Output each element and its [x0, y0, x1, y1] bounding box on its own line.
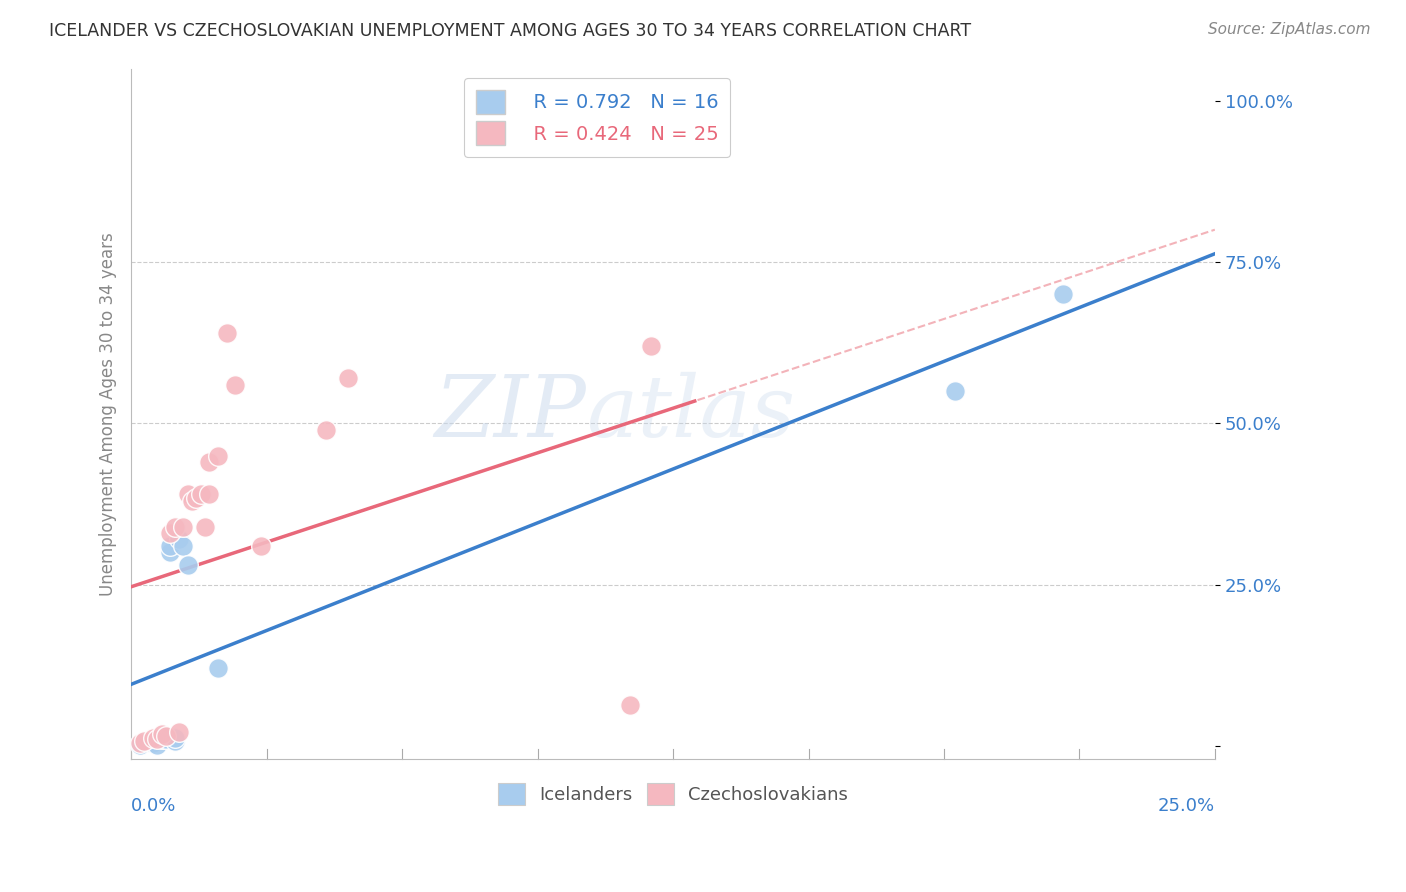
Point — [129, 736, 152, 750]
Text: Source: ZipAtlas.com: Source: ZipAtlas.com — [1208, 22, 1371, 37]
Text: 0.0%: 0.0% — [131, 797, 177, 814]
Point — [1052, 287, 1074, 301]
Point — [138, 735, 160, 749]
Point — [172, 519, 194, 533]
Point — [134, 733, 156, 747]
Point — [215, 326, 238, 340]
Point — [224, 377, 246, 392]
Point — [167, 724, 190, 739]
Point — [167, 533, 190, 547]
Point — [176, 558, 198, 573]
Point — [315, 423, 337, 437]
Point — [181, 493, 204, 508]
Point — [207, 661, 229, 675]
Point — [194, 519, 217, 533]
Point — [172, 539, 194, 553]
Point — [155, 732, 177, 747]
Point — [146, 732, 169, 747]
Point — [619, 698, 641, 713]
Point — [129, 738, 152, 752]
Text: ICELANDER VS CZECHOSLOVAKIAN UNEMPLOYMENT AMONG AGES 30 TO 34 YEARS CORRELATION : ICELANDER VS CZECHOSLOVAKIAN UNEMPLOYMEN… — [49, 22, 972, 40]
Text: 25.0%: 25.0% — [1157, 797, 1215, 814]
Point — [198, 455, 221, 469]
Point — [150, 732, 173, 747]
Point — [163, 519, 186, 533]
Point — [943, 384, 966, 398]
Legend: Icelanders, Czechoslovakians: Icelanders, Czechoslovakians — [491, 775, 856, 812]
Point — [198, 487, 221, 501]
Point — [159, 545, 181, 559]
Point — [150, 727, 173, 741]
Point — [176, 487, 198, 501]
Point — [190, 487, 212, 501]
Point — [142, 731, 165, 746]
Text: atlas: atlas — [586, 372, 796, 455]
Point — [142, 736, 165, 750]
Point — [640, 339, 662, 353]
Point — [159, 539, 181, 553]
Point — [163, 731, 186, 746]
Point — [186, 491, 208, 505]
Y-axis label: Unemployment Among Ages 30 to 34 years: Unemployment Among Ages 30 to 34 years — [100, 232, 117, 596]
Point — [146, 738, 169, 752]
Text: ZIP: ZIP — [434, 372, 586, 455]
Point — [163, 733, 186, 747]
Point — [207, 449, 229, 463]
Point — [159, 526, 181, 541]
Point — [155, 729, 177, 743]
Point — [336, 371, 359, 385]
Point — [250, 539, 273, 553]
